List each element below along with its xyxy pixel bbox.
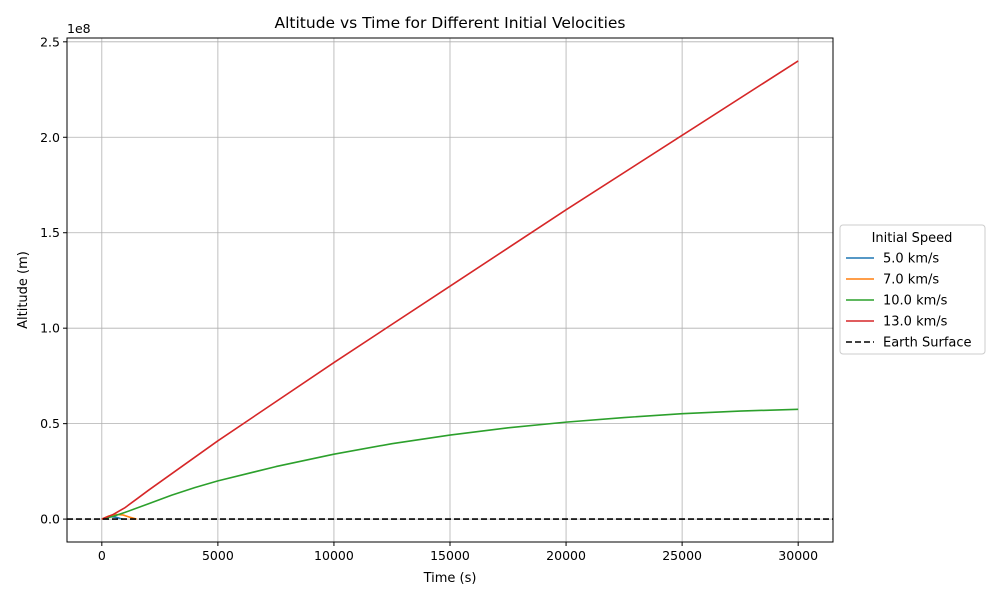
x-tick-label: 30000 [778,548,818,563]
legend: Initial Speed 5.0 km/s 7.0 km/s 10.0 km/s 1… [839,224,986,355]
x-axis: 0 5000 10000 15000 20000 25000 30000 [98,542,818,563]
y-tick-label: 2.5 [40,34,60,49]
y-axis-offset-label: 1e8 [67,21,91,36]
legend-label-13-0-km-s: 13.0 km/s [883,315,948,330]
legend-label-5-0-km-s: 5.0 km/s [883,252,939,267]
y-tick-label: 1.5 [40,225,60,240]
legend-box [839,224,986,355]
series-line-13-0-km-s [101,60,799,520]
x-tick-label: 15000 [430,548,470,563]
legend-label-earth-surface: Earth Surface [883,336,972,351]
x-tick-label: 10000 [314,548,354,563]
y-tick-label: 1.0 [40,321,60,336]
series-line-10-0-km-s [101,408,799,520]
y-tick-label: 0.0 [40,512,60,527]
y-tick-label: 0.5 [40,416,60,431]
y-axis-title: Altitude (m) [16,251,31,329]
x-tick-label: 0 [98,548,106,563]
legend-label-7-0-km-s: 7.0 km/s [883,273,939,288]
x-tick-label: 25000 [662,548,702,563]
y-axis: 0.0 0.5 1.0 1.5 2.0 2.5 [40,34,67,527]
plot-lines [67,60,833,520]
x-axis-title: Time (s) [423,571,477,586]
legend-items: 5.0 km/s 7.0 km/s 10.0 km/s 13.0 km/s Earth … [846,252,972,351]
y-tick-label: 2.0 [40,130,60,145]
x-tick-label: 20000 [546,548,586,563]
legend-label-10-0-km-s: 10.0 km/s [883,294,948,309]
x-tick-label: 5000 [202,548,234,563]
legend-title: Initial Speed [872,231,953,246]
chart-title: Altitude vs Time for Different Initial V… [275,14,626,32]
